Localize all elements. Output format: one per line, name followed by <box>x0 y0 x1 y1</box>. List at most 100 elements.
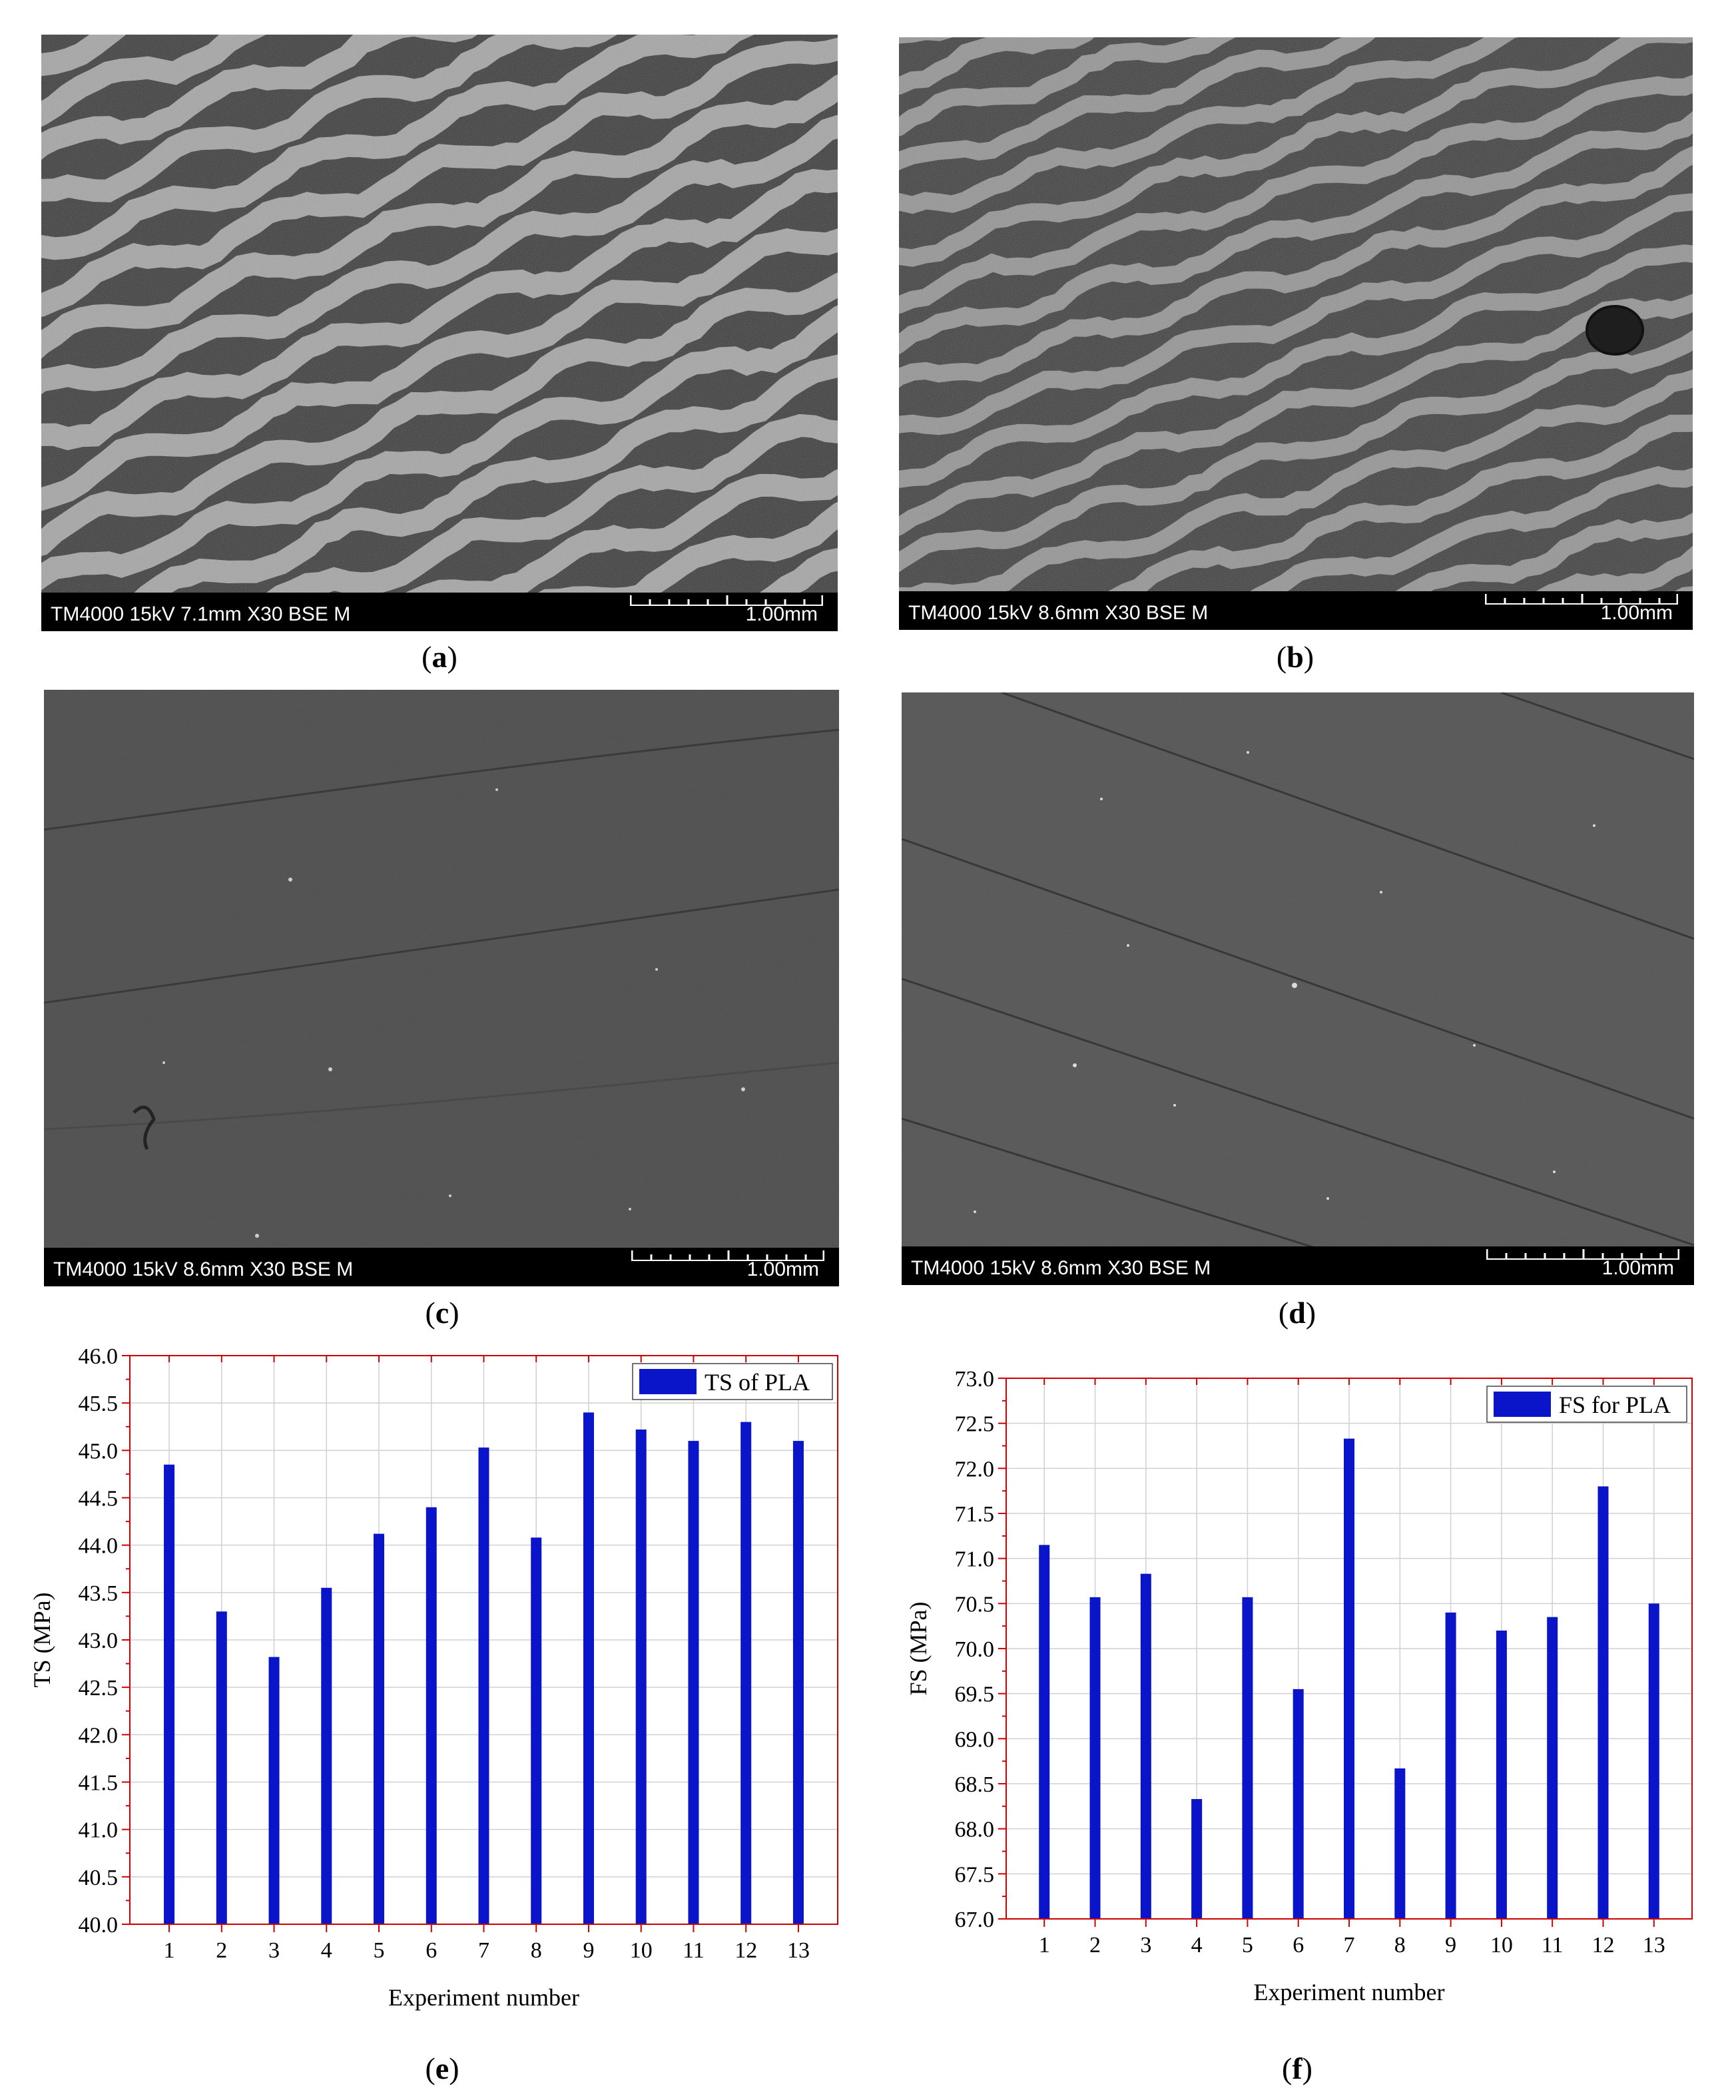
x-tick-label: 10 <box>1490 1933 1513 1958</box>
bar-11 <box>688 1441 699 1924</box>
scale-bar <box>1486 1249 1679 1260</box>
y-tick-label: 41.5 <box>79 1771 119 1796</box>
bar-4 <box>1191 1799 1203 1919</box>
y-tick-label: 68.5 <box>955 1772 995 1797</box>
sem-wavy-texture-b <box>899 37 1693 630</box>
x-tick-label: 2 <box>1089 1933 1101 1958</box>
x-tick-label: 5 <box>374 1938 385 1963</box>
sem-info-bar: TM4000 15kV 8.6mm X30 BSE M 1.00mm <box>44 1248 839 1286</box>
legend: FS for PLA <box>1486 1386 1687 1423</box>
x-tick-label: 4 <box>1191 1933 1203 1958</box>
bar-2 <box>216 1611 227 1924</box>
sem-smooth-texture-d <box>902 692 1694 1285</box>
y-tick-label: 40.5 <box>79 1866 119 1890</box>
bar-13 <box>1648 1603 1659 1919</box>
y-tick-label: 45.0 <box>79 1439 119 1463</box>
sem-info-bar: TM4000 15kV 8.6mm X30 BSE M 1.00mm <box>899 591 1693 630</box>
y-tick-label: 71.0 <box>955 1547 995 1572</box>
x-tick-label: 1 <box>1039 1933 1050 1958</box>
sem-parameters-text: TM4000 15kV 8.6mm X30 BSE M <box>911 1257 1211 1279</box>
x-tick-label: 5 <box>1242 1933 1253 1958</box>
scale-bar <box>630 595 823 606</box>
caption-b: (b) <box>1276 640 1314 674</box>
bar-5 <box>1242 1597 1253 1919</box>
y-tick-label: 41.0 <box>79 1818 119 1843</box>
x-tick-label: 11 <box>683 1938 705 1963</box>
bar-1 <box>1039 1545 1050 1919</box>
x-tick-label: 12 <box>734 1938 757 1963</box>
y-tick-label: 42.5 <box>79 1676 119 1701</box>
caption-a: (a) <box>422 640 457 674</box>
y-tick-label: 45.5 <box>79 1392 119 1416</box>
bar-7 <box>1344 1438 1354 1919</box>
sem-parameters-text: TM4000 15kV 8.6mm X30 BSE M <box>908 602 1209 624</box>
bar-7 <box>478 1447 489 1924</box>
scale-bar <box>631 1250 824 1261</box>
y-tick-label: 67.0 <box>955 1908 995 1932</box>
x-tick-label: 10 <box>630 1938 653 1963</box>
y-tick-label: 72.0 <box>955 1457 995 1481</box>
sem-parameters-text: TM4000 15kV 7.1mm X30 BSE M <box>51 603 351 625</box>
y-tick-label: 67.5 <box>955 1862 995 1887</box>
x-tick-label: 8 <box>1394 1933 1406 1958</box>
bar-9 <box>583 1412 594 1924</box>
bar-10 <box>635 1430 647 1924</box>
caption-e: (e) <box>425 2051 459 2085</box>
y-tick-label: 44.0 <box>79 1534 119 1559</box>
bar-8 <box>1394 1768 1406 1919</box>
y-tick-label: 42.0 <box>79 1723 119 1748</box>
x-tick-label: 12 <box>1591 1933 1614 1958</box>
y-tick-label: 69.0 <box>955 1727 995 1752</box>
y-tick-label: 40.0 <box>79 1913 119 1938</box>
x-tick-label: 6 <box>1293 1933 1304 1958</box>
caption-c: (c) <box>425 1296 459 1330</box>
y-tick-label: 70.0 <box>955 1637 995 1662</box>
y-axis-label: FS (MPa) <box>905 1601 932 1695</box>
x-tick-label: 9 <box>583 1938 594 1963</box>
x-tick-label: 8 <box>531 1938 542 1963</box>
sem-image-d: TM4000 15kV 8.6mm X30 BSE M 1.00mm <box>902 692 1694 1285</box>
bar-6 <box>1293 1689 1304 1919</box>
caption-f: (f) <box>1282 2051 1312 2085</box>
bar-2 <box>1089 1597 1101 1919</box>
sem-image-a: TM4000 15kV 7.1mm X30 BSE M 1.00mm <box>41 35 838 631</box>
sem-info-bar: TM4000 15kV 8.6mm X30 BSE M 1.00mm <box>902 1246 1694 1285</box>
x-tick-label: 9 <box>1445 1933 1456 1958</box>
scale-label: 1.00mm <box>746 1258 819 1280</box>
fs-bar-chart: 67.0 67.5 68.0 68.5 69.0 69.5 70.0 70.5 71.0 71.5… <box>905 1367 1693 2005</box>
x-tick-label: 6 <box>426 1938 437 1963</box>
bar-9 <box>1445 1612 1456 1919</box>
y-tick-label: 69.5 <box>955 1683 995 1707</box>
sem-smooth-texture-c <box>44 690 839 1286</box>
bar-3 <box>268 1657 280 1924</box>
bar-3 <box>1140 1573 1151 1919</box>
x-tick-label: 11 <box>1542 1933 1564 1958</box>
sem-parameters-text: TM4000 15kV 8.6mm X30 BSE M <box>53 1258 354 1280</box>
y-tick-label: 73.0 <box>955 1367 995 1392</box>
y-tick-label: 43.0 <box>79 1629 119 1653</box>
y-tick-label: 72.5 <box>955 1412 995 1437</box>
bar-12 <box>1597 1486 1609 1919</box>
sem-wavy-texture-a <box>41 35 838 631</box>
x-tick-label: 3 <box>1140 1933 1151 1958</box>
x-tick-label: 13 <box>787 1938 810 1963</box>
legend-label: FS for PLA <box>1559 1392 1671 1418</box>
y-tick-label: 43.5 <box>79 1581 119 1606</box>
scale-label: 1.00mm <box>1601 1257 1674 1279</box>
bar-8 <box>531 1537 542 1924</box>
x-axis-label: Experiment number <box>388 1984 579 2011</box>
legend-swatch <box>1494 1392 1551 1417</box>
bar-11 <box>1547 1617 1558 1919</box>
surface-defect <box>1586 305 1644 356</box>
y-tick-label: 68.0 <box>955 1818 995 1842</box>
y-tick-label: 46.0 <box>79 1345 119 1369</box>
sem-image-b: TM4000 15kV 8.6mm X30 BSE M 1.00mm <box>899 37 1693 630</box>
y-tick-label: 71.5 <box>955 1502 995 1527</box>
y-axis-label: TS (MPa) <box>29 1593 55 1688</box>
legend: TS of PLA <box>632 1363 833 1400</box>
bar-10 <box>1496 1630 1507 1919</box>
sem-image-c: TM4000 15kV 8.6mm X30 BSE M 1.00mm <box>44 690 839 1286</box>
x-axis-label: Experiment number <box>1254 1979 1445 2005</box>
x-tick-label: 3 <box>268 1938 280 1963</box>
legend-label: TS of PLA <box>705 1369 810 1396</box>
